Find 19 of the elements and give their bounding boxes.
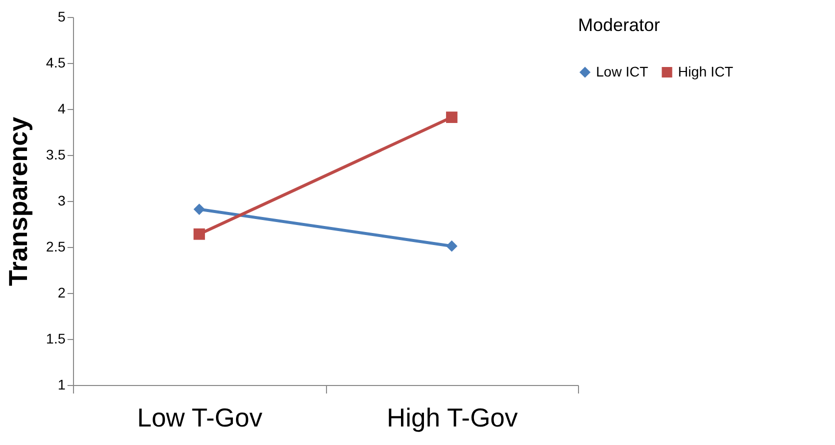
- legend-title: Moderator: [578, 15, 660, 35]
- y-tick-label: 3.5: [46, 146, 66, 162]
- legend-label: High ICT: [678, 63, 734, 80]
- y-axis-title: Transparency: [3, 116, 34, 286]
- y-tick-label: 3: [58, 192, 66, 208]
- y-tick-label: 4.5: [46, 54, 66, 70]
- y-tick-label: 2.5: [46, 238, 66, 254]
- y-tick-label: 1.5: [46, 330, 66, 346]
- point: [446, 112, 458, 123]
- point: [194, 228, 205, 240]
- y-tick-label: 5: [58, 8, 66, 24]
- y-tick-label: 4: [58, 100, 66, 116]
- x-tick-label: Low T-Gov: [137, 402, 262, 432]
- legend-label: Low ICT: [596, 63, 649, 80]
- y-tick-label: 1: [58, 376, 66, 392]
- point: [446, 240, 458, 252]
- x-tick-label: High T-Gov: [386, 402, 518, 432]
- y-tick-label: 2: [58, 284, 66, 300]
- point: [194, 204, 205, 215]
